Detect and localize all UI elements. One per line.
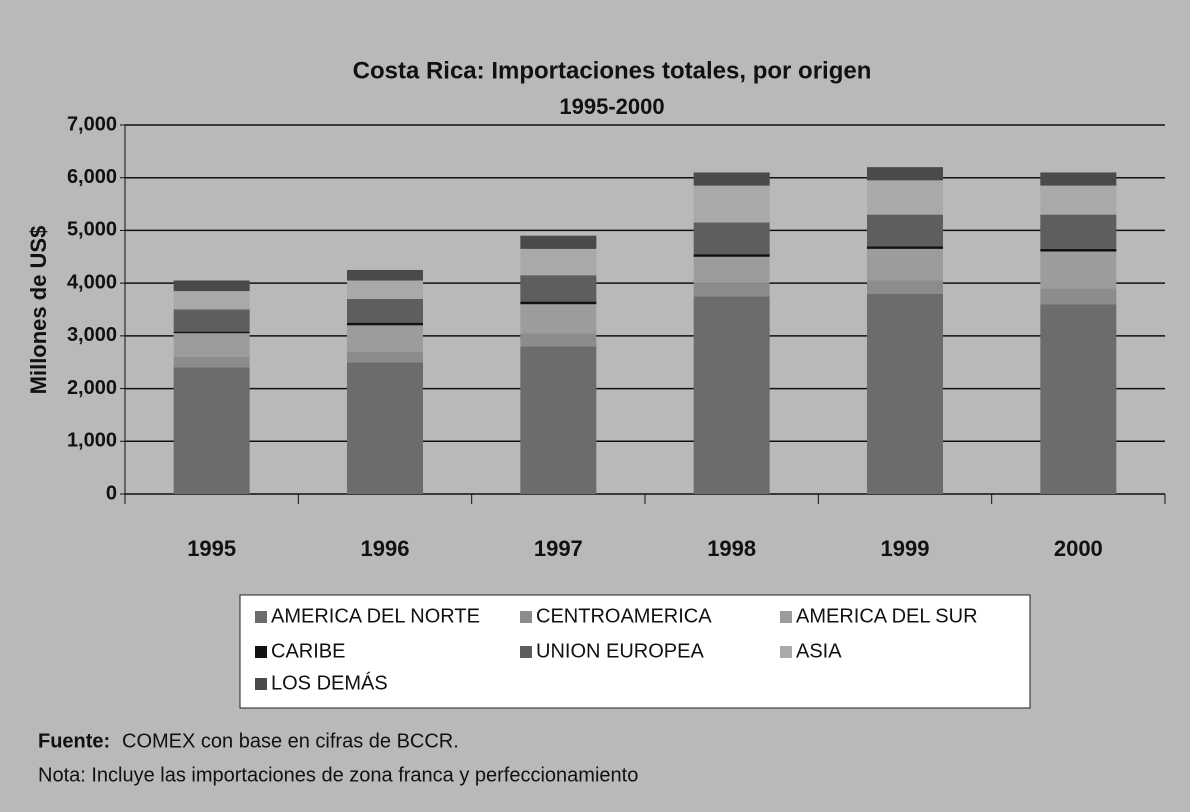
- bar-segment: [693, 222, 770, 255]
- x-tick-label: 1999: [881, 536, 930, 561]
- legend-label: CARIBE: [271, 640, 345, 662]
- bar-segment: [1040, 214, 1117, 249]
- y-tick-label: 2,000: [67, 377, 117, 399]
- legend-swatch: [255, 646, 267, 658]
- bar-segment: [347, 362, 423, 494]
- bar-segment: [347, 351, 423, 363]
- bar-segment: [347, 325, 423, 352]
- bar-segment: [173, 331, 250, 334]
- bar-segment: [347, 298, 423, 323]
- legend-swatch: [520, 611, 532, 623]
- x-tick-label: 2000: [1054, 536, 1103, 561]
- y-tick-label: 0: [106, 482, 117, 504]
- bar-segment: [347, 269, 423, 281]
- x-tick-label: 1997: [534, 536, 583, 561]
- legend: [239, 594, 1031, 709]
- y-tick-label: 6,000: [67, 166, 117, 188]
- x-tick-label: 1998: [707, 536, 756, 561]
- bar-segment: [520, 304, 597, 334]
- legend-label: UNION EUROPEA: [536, 640, 704, 662]
- bar-segment: [1040, 251, 1117, 289]
- bar-segment: [173, 291, 250, 310]
- legend-label: LOS DEMÁS: [271, 671, 388, 694]
- legend-label: CENTROAMERICA: [536, 605, 712, 627]
- bar-segment: [173, 333, 250, 357]
- x-tick-label: 1996: [361, 536, 410, 561]
- bar-segment: [1040, 185, 1117, 215]
- legend-label: AMERICA DEL SUR: [796, 605, 978, 627]
- source-label: Fuente:: [38, 730, 110, 752]
- source-text: COMEX con base en cifras de BCCR.: [122, 730, 459, 752]
- bar-segment: [867, 293, 943, 494]
- bar-segment: [520, 346, 597, 494]
- bar-segment: [1040, 172, 1117, 186]
- bar-segment: [867, 167, 943, 181]
- note: Nota: Incluye las importaciones de zona …: [38, 764, 638, 786]
- bar-segment: [693, 172, 770, 186]
- bar-segment: [173, 356, 250, 368]
- legend-swatch: [255, 611, 267, 623]
- x-tick-label: 1995: [187, 536, 236, 561]
- legend-swatch: [780, 646, 792, 658]
- y-tick-label: 3,000: [67, 324, 117, 346]
- bar-segment: [520, 248, 597, 276]
- legend-swatch: [520, 646, 532, 658]
- bar-segment: [867, 246, 943, 249]
- legend-swatch: [780, 611, 792, 623]
- y-tick-label: 1,000: [67, 430, 117, 452]
- bar-segment: [1040, 288, 1117, 305]
- bar-segment: [693, 296, 770, 494]
- bar-segment: [520, 301, 597, 305]
- bar-segment: [520, 235, 597, 249]
- bar-segment: [173, 280, 250, 292]
- bar-segment: [867, 180, 943, 215]
- bar-segment: [347, 322, 423, 326]
- bar-segment: [173, 309, 250, 332]
- bar-segment: [520, 333, 597, 347]
- bar-segment: [693, 185, 770, 223]
- bar-segment: [347, 280, 423, 299]
- bar-segment: [173, 367, 250, 494]
- legend-label: AMERICA DEL NORTE: [271, 605, 480, 627]
- bar-segment: [1040, 304, 1117, 494]
- y-axis-label: Millones de US$: [26, 226, 51, 395]
- bar-segment: [1040, 248, 1117, 252]
- y-tick-label: 7,000: [67, 113, 117, 135]
- bar-segment: [867, 214, 943, 247]
- legend-swatch: [255, 678, 267, 690]
- bar-segment: [693, 283, 770, 297]
- y-tick-label: 5,000: [67, 219, 117, 241]
- y-tick-label: 4,000: [67, 271, 117, 293]
- bar-segment: [693, 256, 770, 284]
- chart-subtitle: 1995-2000: [559, 94, 664, 119]
- bar-segment: [693, 254, 770, 257]
- bar-segment: [520, 275, 597, 302]
- bar-segment: [867, 248, 943, 281]
- bar-segment: [867, 280, 943, 294]
- chart-title: Costa Rica: Importaciones totales, por o…: [353, 57, 872, 84]
- legend-label: ASIA: [796, 640, 842, 662]
